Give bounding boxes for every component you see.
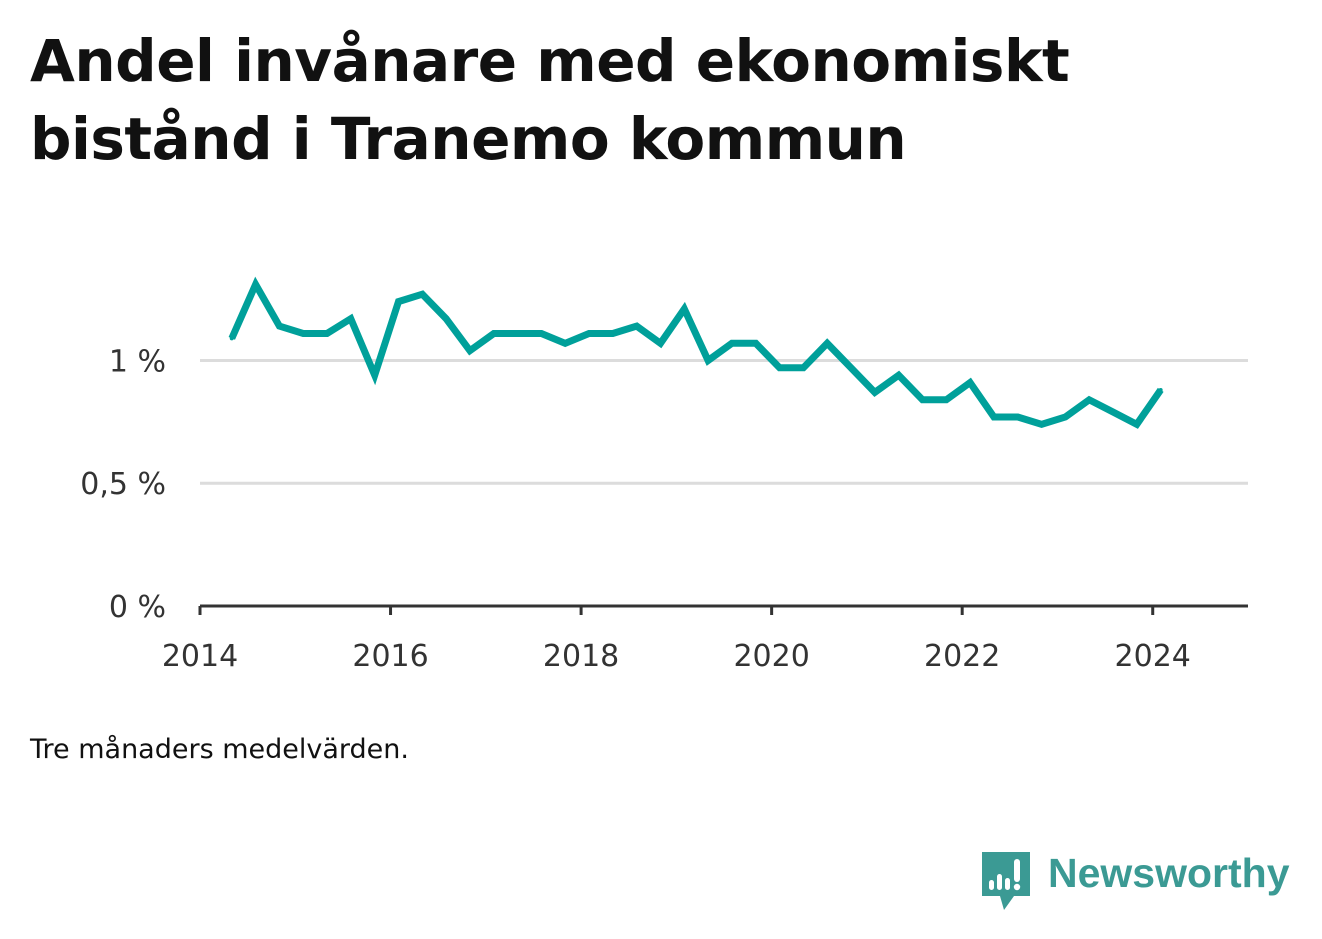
data-point	[825, 341, 830, 346]
data-point	[968, 380, 973, 385]
x-tick-label: 2022	[924, 639, 1000, 674]
data-point	[682, 306, 687, 311]
data-point	[920, 397, 925, 402]
chart-title: Andel invånare med ekonomiskt bistånd i …	[30, 27, 1070, 173]
data-point	[1063, 414, 1068, 419]
data-point	[777, 365, 782, 370]
data-point	[539, 331, 544, 336]
gridlines	[200, 358, 1248, 485]
data-point	[610, 331, 615, 336]
data-point	[753, 341, 758, 346]
data-point	[491, 331, 496, 336]
series-line	[228, 276, 1164, 429]
data-point	[372, 373, 377, 378]
data-point	[467, 348, 472, 353]
data-point	[563, 341, 568, 346]
data-point	[587, 331, 592, 336]
x-axis	[198, 604, 1248, 615]
y-tick-label: 0 %	[109, 590, 166, 625]
y-tick-label: 0,5 %	[80, 467, 166, 502]
data-point	[396, 299, 401, 304]
x-tick-label: 2014	[162, 639, 238, 674]
series-layer	[228, 276, 1164, 429]
data-point	[1158, 387, 1163, 392]
x-tick-label: 2016	[352, 639, 428, 674]
data-point	[1039, 422, 1044, 427]
x-axis-labels: 2014 2016 2018 2020 2022 2024	[162, 639, 1191, 674]
newsworthy-chart-bubble-icon	[982, 852, 1030, 910]
data-point	[944, 397, 949, 402]
y-axis-labels: 0 % 0,5 % 1 %	[80, 344, 166, 625]
data-point	[1134, 422, 1139, 427]
data-point	[515, 331, 520, 336]
data-point	[348, 316, 353, 321]
data-point	[1015, 414, 1020, 419]
data-point	[325, 331, 330, 336]
data-point	[658, 341, 663, 346]
chart-note: Tre månaders medelvärden.	[30, 734, 409, 765]
data-point	[729, 341, 734, 346]
x-tick-label: 2020	[733, 639, 809, 674]
data-point	[1111, 410, 1116, 415]
data-point	[849, 365, 854, 370]
data-point	[253, 282, 258, 287]
data-point	[872, 390, 877, 395]
data-point	[706, 358, 711, 363]
data-point	[634, 324, 639, 329]
data-point	[229, 336, 234, 341]
x-tick-label: 2018	[543, 639, 619, 674]
data-point	[1087, 397, 1092, 402]
data-point	[444, 316, 449, 321]
y-tick-label: 1 %	[109, 344, 166, 379]
brand-name: Newsworthy	[1048, 850, 1290, 896]
data-point	[991, 414, 996, 419]
x-tick-label: 2024	[1115, 639, 1191, 674]
data-point	[277, 324, 282, 329]
data-point	[420, 292, 425, 297]
data-point	[896, 373, 901, 378]
brand-logo: Newsworthy	[980, 848, 1290, 912]
data-point	[801, 365, 806, 370]
data-point	[301, 331, 306, 336]
line-chart: 0 % 0,5 % 1 % 2014 2016 2018 2020 2022 2024	[80, 276, 1248, 674]
